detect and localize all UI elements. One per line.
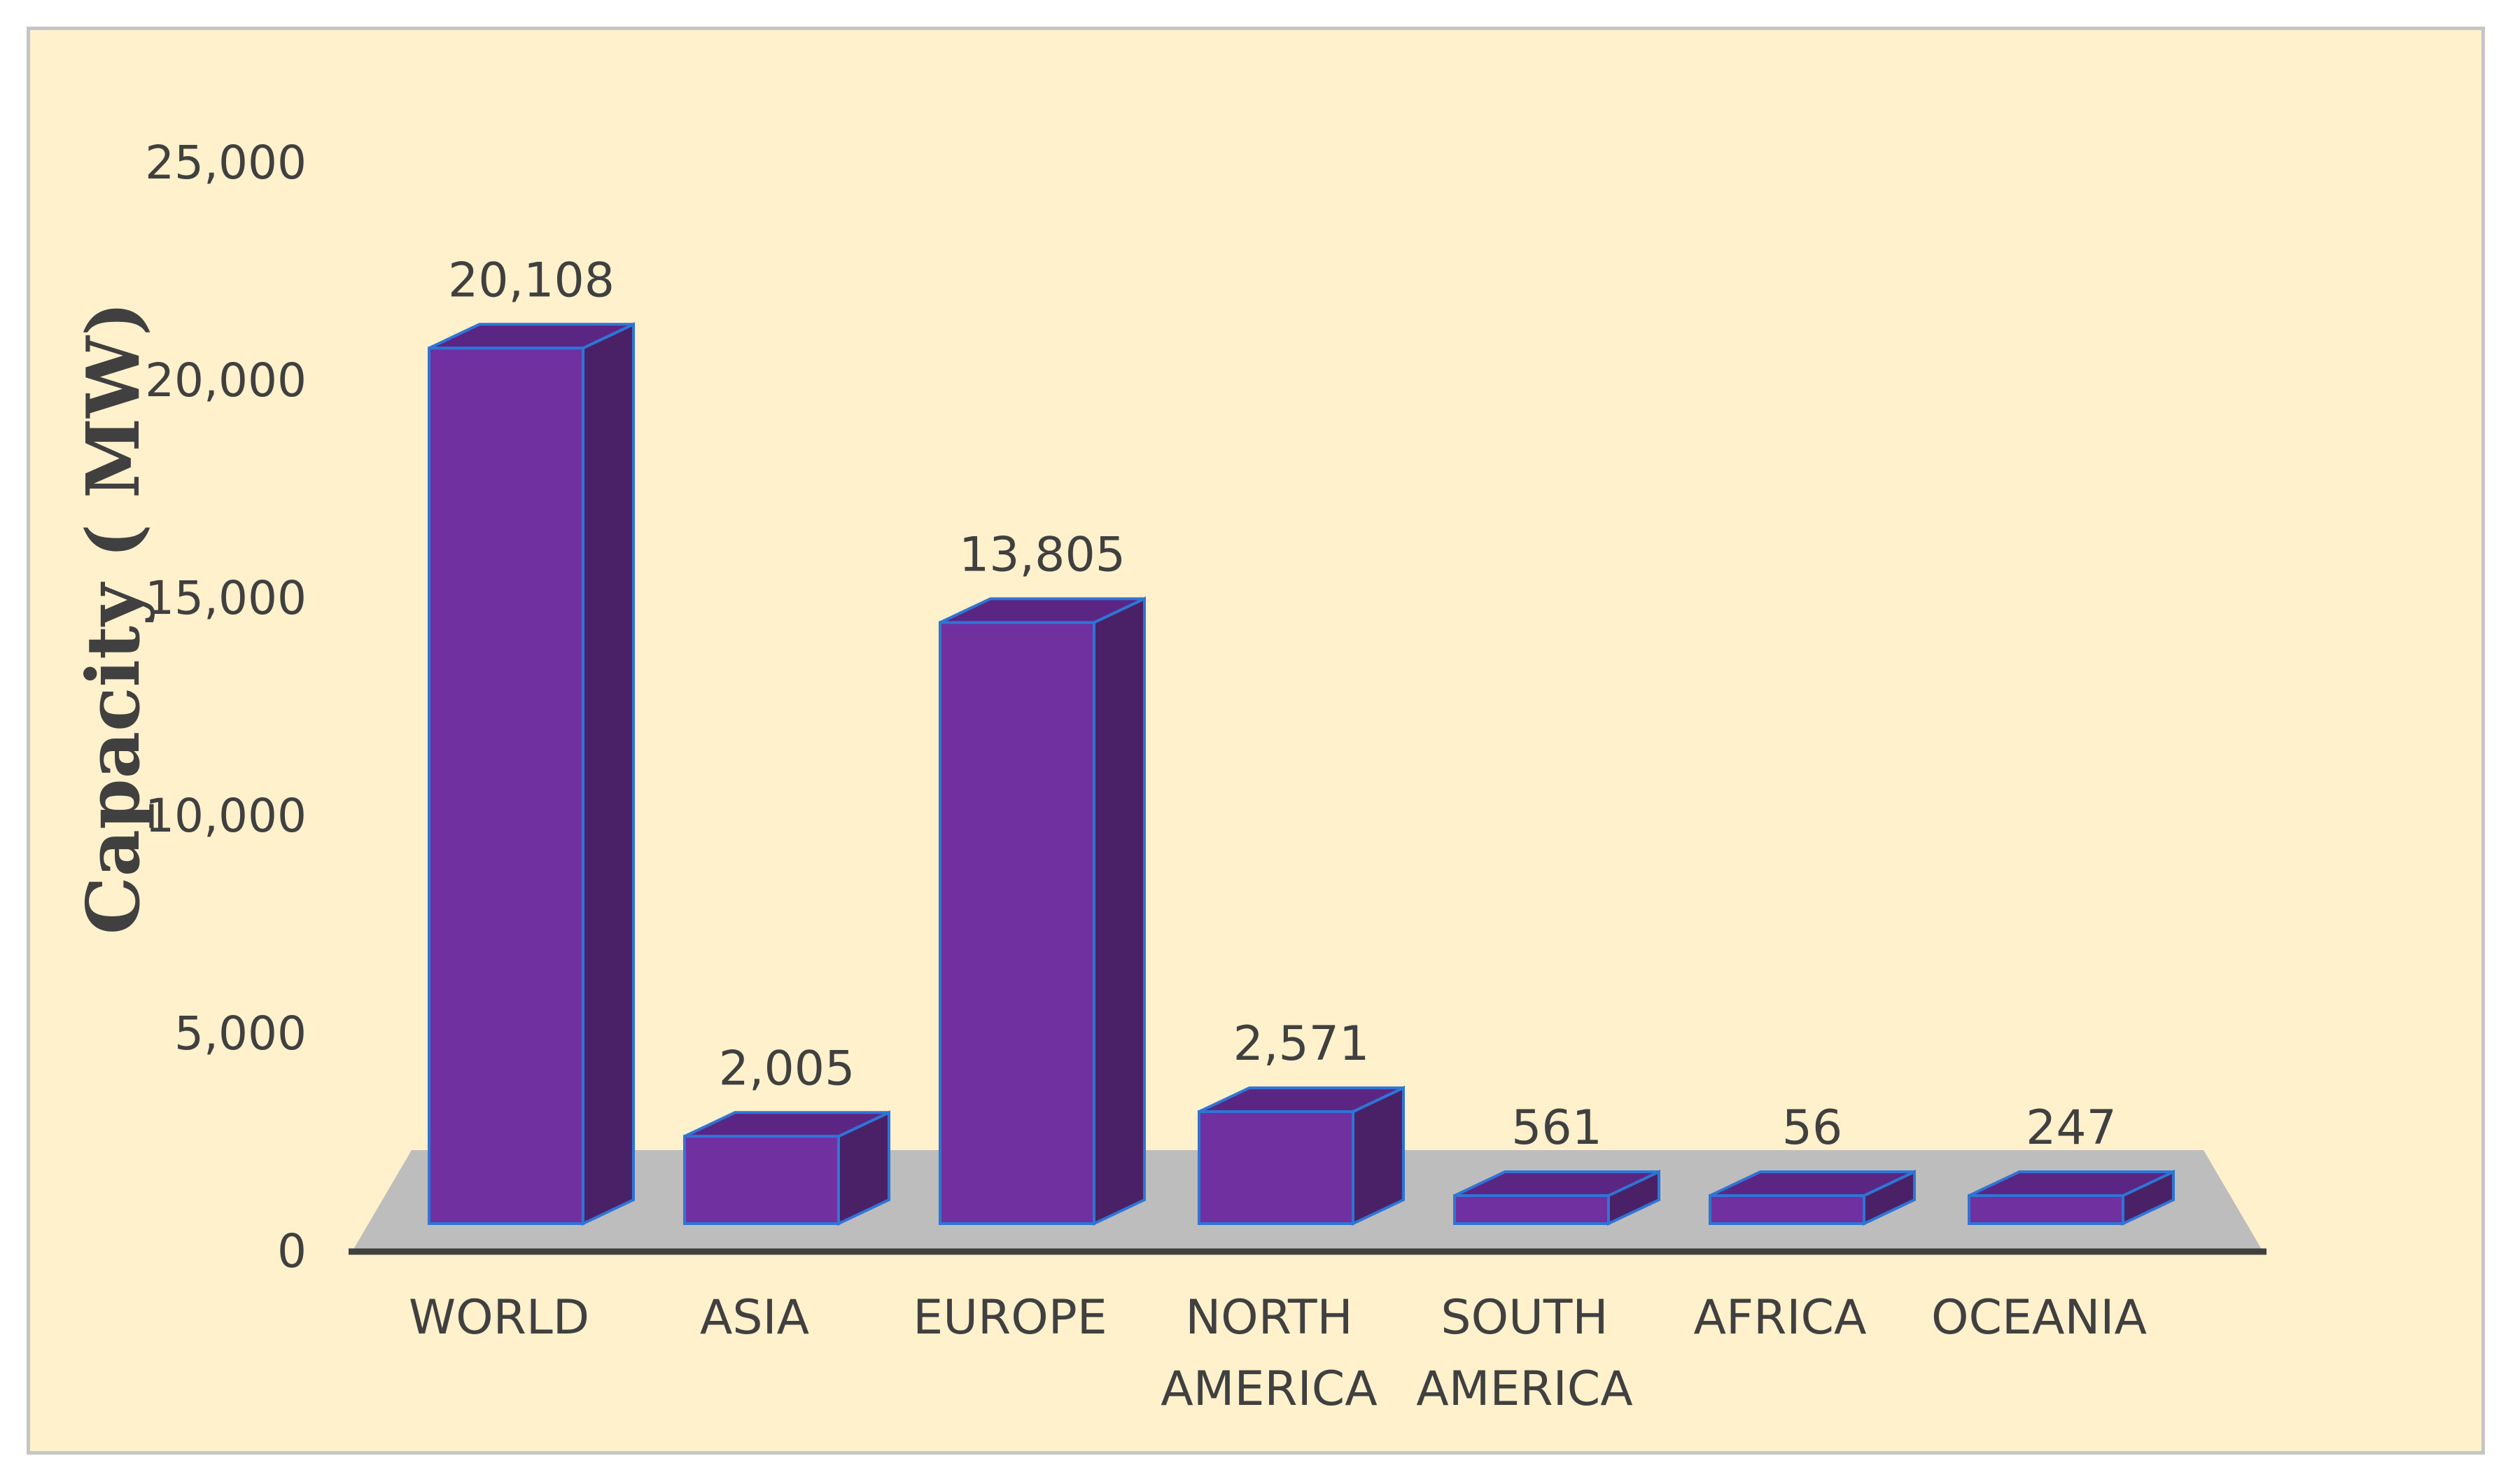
bar <box>1968 1169 2175 1226</box>
bar-front <box>1968 1194 2124 1225</box>
x-category-label: ASIA <box>700 1290 809 1345</box>
bar <box>1198 1085 1405 1226</box>
data-labels: 20,108 2,005 13,805 2,571 561 56 247 <box>448 253 2117 1156</box>
bar-side <box>1093 596 1146 1226</box>
data-label: 561 <box>1511 1100 1602 1156</box>
data-label: 247 <box>2026 1100 2117 1156</box>
data-label: 2,571 <box>1233 1016 1370 1072</box>
x-category-label: OCEANIA <box>1931 1290 2147 1345</box>
chart-frame: 0 5,000 10,000 15,000 20,000 25,000 20,108 2,0… <box>27 27 2485 1455</box>
x-category-label: AMERICA <box>1416 1362 1632 1417</box>
bar-front <box>428 346 584 1226</box>
bar <box>939 596 1146 1226</box>
bar <box>1453 1169 1660 1226</box>
data-label: 13,805 <box>959 527 1126 582</box>
y-tick-label: 20,000 <box>145 354 307 407</box>
y-tick-label: 25,000 <box>145 136 307 190</box>
bar-front <box>939 621 1095 1225</box>
y-tick-label: 0 <box>277 1224 307 1278</box>
data-label: 2,005 <box>719 1041 855 1096</box>
bar-front <box>1709 1194 1865 1225</box>
x-category-label: WORLD <box>409 1290 589 1345</box>
data-label: 56 <box>1782 1100 1843 1156</box>
x-category-label: AFRICA <box>1694 1290 1867 1345</box>
bar-front <box>1453 1194 1610 1225</box>
x-axis-categories: WORLD ASIA EUROPE NORTH AMERICA SOUTH AMERICA A… <box>409 1290 2147 1417</box>
y-tick-label: 10,000 <box>145 789 307 843</box>
bar-front <box>1198 1110 1354 1225</box>
bar <box>428 322 635 1226</box>
y-axis-title: Capacity ( MW) <box>70 302 156 934</box>
bar <box>683 1110 890 1226</box>
bar-side <box>582 322 635 1226</box>
bar <box>1709 1169 1916 1226</box>
data-label: 20,108 <box>448 253 615 308</box>
x-category-label: EUROPE <box>913 1290 1107 1345</box>
bar-chart: 0 5,000 10,000 15,000 20,000 25,000 20,108 2,0… <box>70 136 2267 1417</box>
y-tick-label: 15,000 <box>145 571 307 625</box>
bar-front <box>683 1135 840 1225</box>
x-category-label: AMERICA <box>1161 1362 1377 1417</box>
x-category-label: NORTH <box>1185 1290 1352 1345</box>
x-category-label: SOUTH <box>1441 1290 1608 1345</box>
y-axis-ticks: 0 5,000 10,000 15,000 20,000 25,000 <box>145 136 307 1278</box>
bar-series <box>428 322 2175 1226</box>
y-tick-label: 5,000 <box>174 1007 307 1060</box>
